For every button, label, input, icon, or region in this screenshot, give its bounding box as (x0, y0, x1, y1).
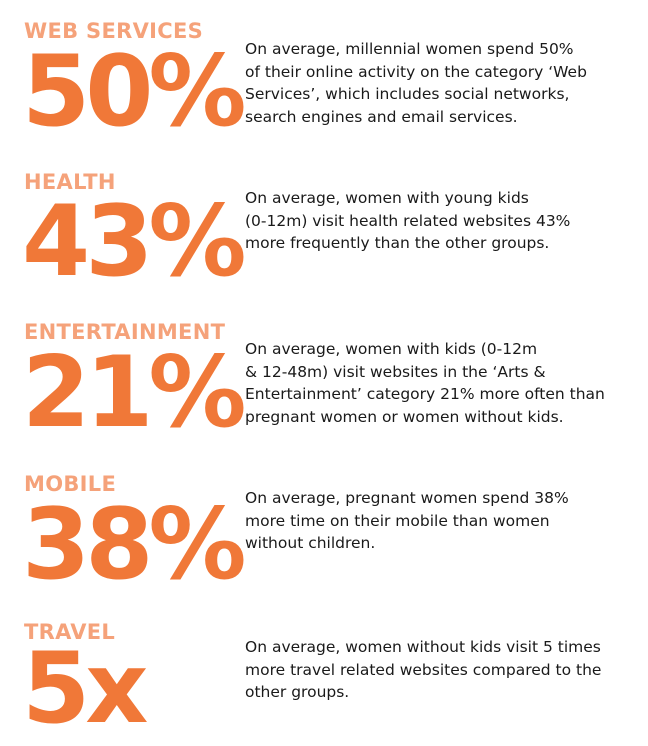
description-line: On average, women with kids (0-12m (245, 340, 538, 358)
description-line: of their online activity on the category… (245, 62, 587, 81)
description-line: more time on their mobile than women (245, 511, 550, 530)
stat-description: On average, women with young kids (0-12m… (245, 187, 640, 255)
stat-value: 50% (22, 35, 247, 149)
description-line: pregnant women or women without kids. (245, 407, 564, 426)
description-line: more frequently than the other groups. (245, 234, 550, 252)
description-line: Services’, which includes social network… (245, 85, 570, 103)
stat-value: 21% (22, 336, 247, 450)
stat-description: On average, pregnant women spend 38% mor… (245, 487, 640, 555)
category-label: ENTERTAINMENT (24, 320, 226, 344)
description-line: On average, millennial women spend 50% (245, 40, 574, 58)
category-label: MOBILE (24, 472, 117, 496)
category-label: WEB SERVICES (24, 19, 204, 43)
description-line: without children. (245, 534, 376, 552)
stat-description: On average, women with kids (0-12m & 12-… (245, 338, 640, 428)
description-line: more travel related websites compared to… (245, 660, 602, 679)
stat-value: 5x (22, 632, 148, 746)
category-label: HEALTH (24, 170, 116, 194)
stat-description: On average, millennial women spend 50% o… (245, 38, 640, 128)
description-line: On average, pregnant women spend 38% (245, 489, 569, 507)
stat-value: 38% (22, 488, 247, 602)
description-line: other groups. (245, 683, 350, 701)
description-line: search engines and email services. (245, 107, 518, 126)
description-line: & 12-48m) visit websites in the ‘Arts & (245, 362, 546, 381)
description-line: Entertainment’ category 21% more often t… (245, 385, 605, 403)
stat-description: On average, women without kids visit 5 t… (245, 636, 640, 704)
category-label: TRAVEL (24, 620, 116, 644)
stat-value: 43% (22, 185, 247, 299)
description-line: On average, women without kids visit 5 t… (245, 638, 601, 656)
description-line: (0-12m) visit health related websites 43… (245, 211, 571, 230)
description-line: On average, women with young kids (245, 189, 529, 207)
